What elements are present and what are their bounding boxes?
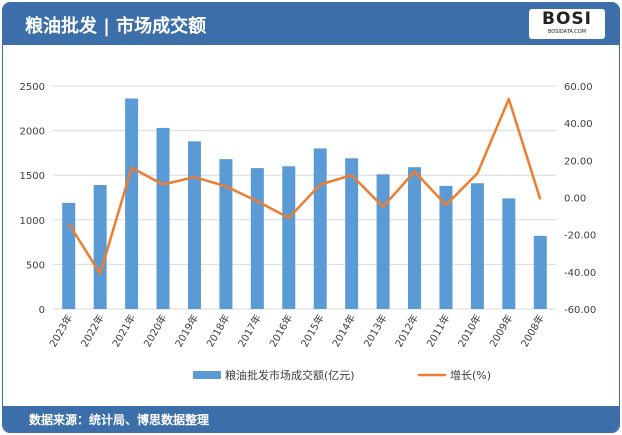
bar	[439, 185, 453, 309]
legend-swatch-bar	[193, 371, 221, 379]
x-tick-label: 2023年	[46, 312, 75, 349]
chart-title: 粮油批发 | 市场成交额	[25, 16, 207, 37]
legend-label-bar: 粮油批发市场成交额(亿元)	[225, 368, 355, 382]
y-right-tick-label: 60.00	[564, 82, 593, 93]
y-right-tick-label: -20.00	[564, 231, 596, 242]
bar	[376, 174, 390, 309]
y-right-tick-label: 0.00	[564, 194, 586, 205]
x-tick-label: 2009年	[486, 312, 515, 349]
bar	[502, 198, 516, 309]
x-tick-label: 2014年	[329, 312, 358, 349]
bar	[408, 167, 422, 309]
legend-label-line: 增长(%)	[450, 368, 491, 382]
x-tick-label: 2015年	[298, 312, 327, 349]
y-right-tick-label: 40.00	[564, 119, 593, 130]
chart: 0 500 1000 1500 2000 2500 -60.00 -40.00 -20.00 0.…	[20, 82, 597, 382]
footer: 数据来源：统计局、博思数据整理	[3, 406, 619, 432]
bar	[345, 158, 359, 309]
x-tick-label: 2010年	[455, 312, 484, 349]
y-left-tick-label: 0	[39, 305, 45, 316]
y-right-tick-label: -60.00	[564, 305, 596, 316]
bar	[62, 202, 76, 309]
y-left-tick-label: 2500	[20, 82, 45, 93]
y-left-tick-label: 1500	[20, 171, 45, 182]
bar	[470, 183, 484, 309]
x-tick-label: 2021年	[109, 312, 138, 349]
bar	[187, 141, 201, 309]
y-left-tick-label: 500	[26, 260, 45, 271]
bar	[219, 159, 233, 309]
header: 粮油批发 | 市场成交额 BOSI BOSIDATA.COM	[3, 3, 619, 45]
bar	[156, 127, 170, 309]
bar	[125, 98, 139, 309]
bar	[313, 148, 327, 309]
x-tick-label: 2022年	[78, 312, 107, 349]
y-right-tick-label: -40.00	[564, 268, 596, 279]
growth-line	[67, 97, 542, 275]
logo: BOSI BOSIDATA.COM	[529, 9, 605, 39]
bar	[93, 185, 107, 309]
x-tick-label: 2019年	[172, 312, 201, 349]
y-left-tick-label: 1000	[20, 216, 45, 227]
x-tick-label: 2013年	[361, 312, 390, 349]
x-tick-label: 2012年	[392, 312, 421, 349]
x-tick-label: 2020年	[141, 312, 170, 349]
x-tick-label: 2008年	[518, 312, 547, 349]
bar	[282, 166, 296, 309]
y-left-tick-label: 2000	[20, 127, 45, 138]
source-note: 数据来源：统计局、博思数据整理	[29, 413, 210, 427]
x-tick-label: 2017年	[235, 312, 264, 349]
bar	[250, 168, 264, 309]
x-tick-label: 2016年	[266, 312, 295, 349]
bar	[533, 235, 547, 309]
x-tick-label: 2011年	[424, 312, 453, 349]
y-right-tick-label: 20.00	[564, 156, 593, 167]
x-tick-label: 2018年	[204, 312, 233, 349]
